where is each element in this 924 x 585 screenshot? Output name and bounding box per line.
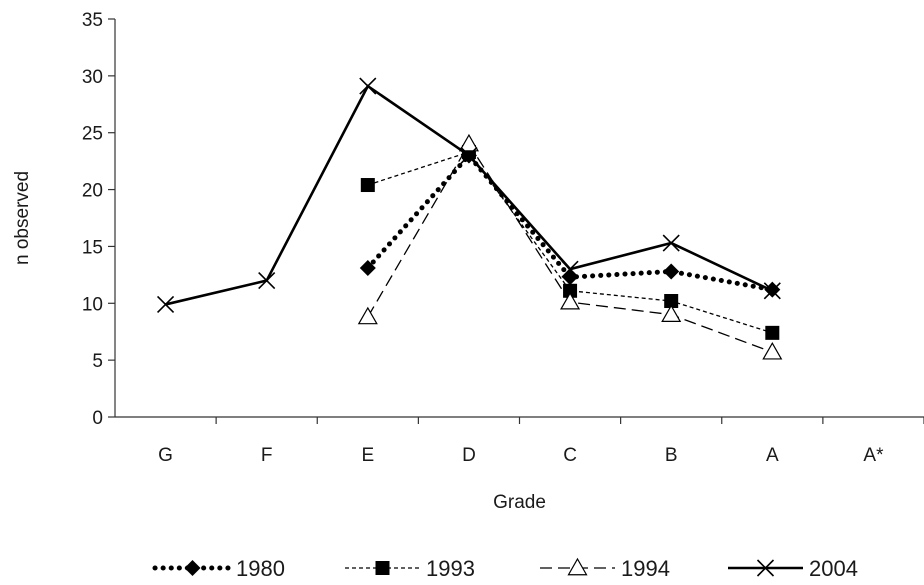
- series-layer: [156, 77, 783, 360]
- legend: 1980 1993 1994 2004: [152, 556, 858, 581]
- series-1993: [360, 145, 780, 340]
- data-point-2004: [561, 260, 579, 278]
- x-tick-label: E: [361, 445, 374, 466]
- data-point-2004: [359, 77, 377, 95]
- data-point-1980: [663, 263, 680, 280]
- x-tick-label: A: [766, 445, 779, 466]
- data-point-2004: [460, 146, 478, 165]
- y-tick-label: 0: [92, 408, 103, 429]
- legend-item-1994: 1994: [540, 556, 670, 581]
- legend-marker: [375, 561, 390, 575]
- data-point-2004: [662, 234, 680, 252]
- y-tick-label: 5: [92, 351, 103, 372]
- series-2004: [156, 77, 781, 313]
- data-point-1993: [563, 283, 578, 298]
- y-tick-label: 20: [82, 181, 103, 202]
- legend-label: 1994: [621, 556, 670, 581]
- data-point-1993: [765, 325, 780, 340]
- legend-item-2004: 2004: [728, 556, 858, 581]
- data-point-1994: [560, 291, 581, 310]
- data-point-2004: [258, 271, 276, 290]
- legend-label: 1980: [236, 556, 285, 581]
- data-point-1994: [762, 341, 783, 360]
- x-tick-label: D: [462, 445, 476, 466]
- series-line-1994: [367, 142, 773, 353]
- y-tick-label: 15: [82, 237, 103, 258]
- legend-item-1980: 1980: [152, 556, 285, 581]
- series-1994: [357, 133, 783, 360]
- legend-label: 1993: [426, 556, 475, 581]
- axes: 0 5 10 15 20 25 30 35 G F E D C B A A*: [82, 10, 924, 466]
- data-point-1994: [458, 133, 479, 152]
- data-point-1993: [360, 178, 375, 193]
- y-axis-title: n observed: [12, 171, 33, 265]
- legend-marker: [184, 560, 201, 576]
- data-point-1993: [664, 294, 679, 309]
- y-tick-label: 30: [82, 67, 103, 88]
- legend-label: 2004: [809, 556, 858, 581]
- x-axis-title: Grade: [493, 492, 546, 513]
- y-tick-label: 25: [82, 124, 103, 145]
- data-point-1980: [359, 260, 376, 277]
- x-tick-label: B: [665, 445, 678, 466]
- y-tick-label: 10: [82, 294, 103, 315]
- legend-item-1993: 1993: [345, 556, 475, 581]
- y-tick-label: 35: [82, 10, 103, 31]
- legend-marker: [756, 559, 775, 577]
- x-tick-label: C: [563, 445, 577, 466]
- data-point-1994: [357, 306, 378, 325]
- legend-marker: [567, 557, 588, 576]
- data-point-2004: [763, 282, 781, 300]
- x-tick-label: F: [261, 445, 273, 466]
- x-tick-label: G: [158, 445, 173, 466]
- x-tick-label: A*: [863, 445, 884, 466]
- series-line-1993: [367, 151, 773, 334]
- data-point-2004: [156, 295, 175, 313]
- data-point-1994: [661, 304, 682, 323]
